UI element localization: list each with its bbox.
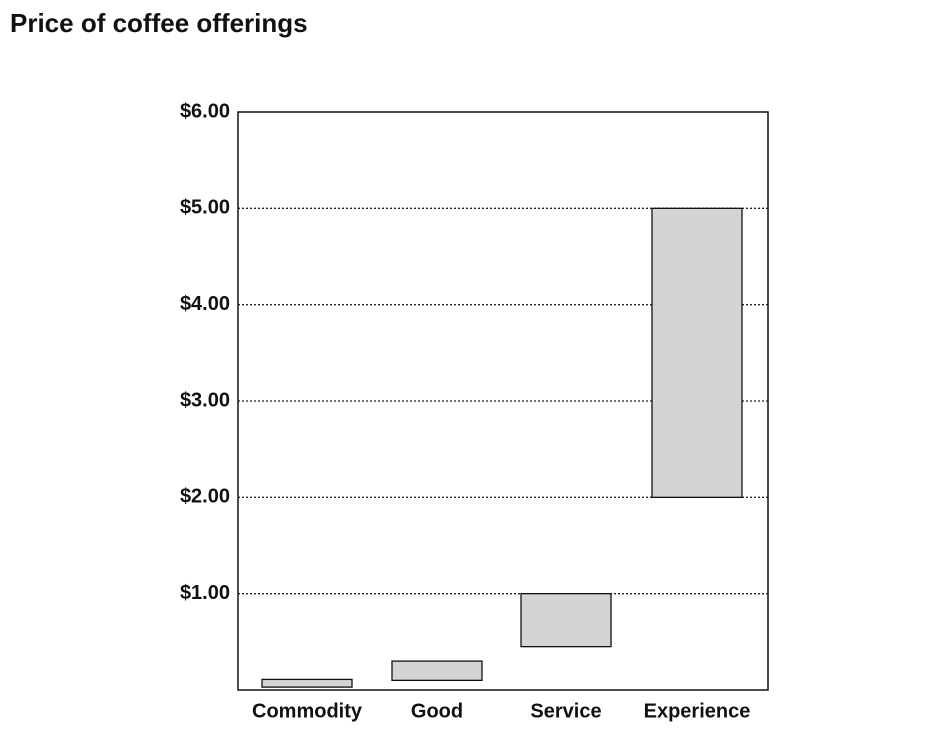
y-tick-label: $1.00 (180, 582, 230, 604)
x-tick-label: Experience (644, 700, 751, 722)
bar (520, 593, 612, 648)
x-tick-label: Good (411, 700, 463, 722)
x-tick-label: Commodity (252, 700, 363, 722)
bar (261, 678, 353, 688)
x-tick-label: Service (530, 700, 601, 722)
bar (651, 207, 743, 498)
y-tick-label: $6.00 (180, 100, 230, 122)
y-tick-label: $3.00 (180, 389, 230, 411)
bar (391, 660, 483, 682)
y-tick-label: $5.00 (180, 197, 230, 219)
chart-title: Price of coffee offerings (10, 8, 308, 38)
y-tick-label: $2.00 (180, 486, 230, 508)
y-tick-label: $4.00 (180, 293, 230, 315)
